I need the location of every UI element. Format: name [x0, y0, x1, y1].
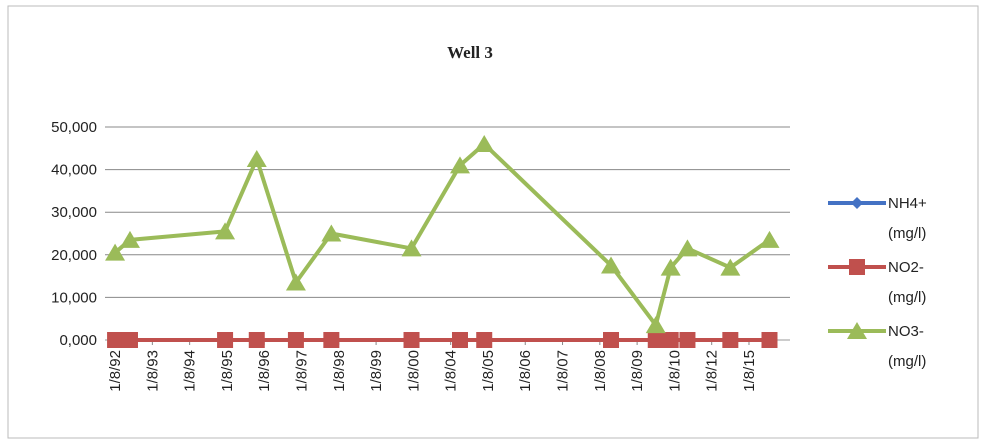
y-tick-label: 0,000	[59, 332, 97, 349]
x-tick-label: 1/8/00	[405, 350, 422, 392]
x-tick-label: 1/8/06	[517, 350, 534, 392]
marker	[677, 239, 698, 257]
x-tick-label: 1/8/95	[219, 350, 236, 392]
marker	[720, 258, 741, 276]
chart-title: Well 3	[447, 43, 493, 62]
marker	[323, 332, 340, 348]
marker	[401, 239, 422, 257]
x-tick-label: 1/8/99	[368, 350, 385, 392]
y-tick-label: 40,000	[51, 162, 97, 179]
x-tick-label: 1/8/94	[182, 350, 199, 392]
marker	[603, 332, 620, 348]
x-tick-label: 1/8/10	[666, 350, 683, 392]
marker	[107, 332, 124, 348]
legend-marker	[851, 197, 863, 209]
x-tick-label: 1/8/98	[331, 350, 348, 392]
marker	[645, 316, 666, 334]
x-tick-label: 1/8/96	[256, 350, 273, 392]
marker	[287, 332, 304, 348]
marker	[647, 332, 664, 348]
marker	[285, 273, 306, 291]
marker	[449, 156, 470, 174]
y-tick-label: 30,000	[51, 204, 97, 221]
marker	[451, 332, 468, 348]
marker	[321, 224, 342, 242]
legend-label: NO3- (mg/l)	[888, 323, 928, 370]
marker	[722, 332, 739, 348]
marker	[662, 332, 679, 348]
x-tick-label: 1/8/08	[592, 350, 609, 392]
y-tick-label: 20,000	[51, 247, 97, 264]
marker	[474, 135, 495, 153]
legend-label: NO2- (mg/l)	[888, 259, 928, 306]
marker	[403, 332, 420, 348]
legend-label: NH4+ (mg/l)	[888, 195, 931, 242]
y-tick-label: 50,000	[51, 119, 97, 136]
x-tick-label: 1/8/07	[555, 350, 572, 392]
x-tick-label: 1/8/15	[741, 350, 758, 392]
marker	[759, 230, 780, 248]
marker	[476, 332, 493, 348]
x-tick-label: 1/8/04	[443, 350, 460, 392]
marker	[105, 243, 126, 261]
marker	[246, 149, 267, 167]
legend-marker	[847, 322, 867, 339]
x-tick-label: 1/8/05	[480, 350, 497, 392]
x-tick-label: 1/8/97	[294, 350, 311, 392]
legend-marker	[849, 259, 865, 275]
marker	[215, 222, 236, 240]
marker	[761, 332, 778, 348]
x-tick-label: 1/8/09	[629, 350, 646, 392]
marker	[121, 332, 138, 348]
marker	[660, 258, 681, 276]
x-tick-label: 1/8/12	[704, 350, 721, 392]
chart-border	[7, 5, 979, 439]
y-tick-label: 10,000	[51, 289, 97, 306]
marker	[217, 332, 234, 348]
x-tick-label: 1/8/93	[144, 350, 161, 392]
marker	[119, 230, 140, 248]
x-tick-label: 1/8/92	[107, 350, 124, 392]
marker	[679, 332, 696, 348]
marker	[248, 332, 265, 348]
marker	[601, 256, 622, 274]
